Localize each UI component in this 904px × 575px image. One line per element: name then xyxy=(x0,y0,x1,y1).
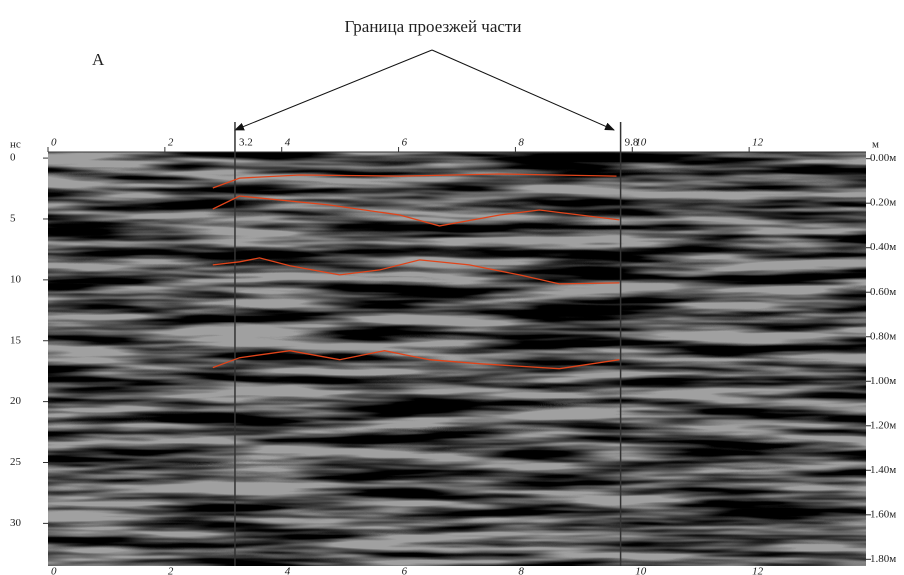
x-tick-label-bottom: 0 xyxy=(51,566,57,575)
y-axis-label: нс xyxy=(10,139,21,151)
x-tick-label: 6 xyxy=(402,137,408,149)
arrow xyxy=(235,50,432,130)
x-tick-label-bottom: 8 xyxy=(518,566,524,575)
y2-tick-label: 0.80м xyxy=(870,330,896,342)
y-tick-label: 30 xyxy=(10,517,22,529)
y2-tick-label: 1.00м xyxy=(870,375,896,387)
y-tick-label: 5 xyxy=(10,213,16,225)
y2-tick-label: 0.40м xyxy=(870,241,896,253)
x-tick-label-bottom: 10 xyxy=(635,566,647,575)
x-tick-label: 2 xyxy=(168,137,174,149)
x-tick-label: 12 xyxy=(752,137,764,149)
y-tick-label: 10 xyxy=(10,273,22,285)
y2-tick-label: 1.60м xyxy=(870,508,896,520)
y-tick-label: 20 xyxy=(10,395,22,407)
y2-tick-label: 1.80м xyxy=(870,553,896,565)
radargram xyxy=(48,152,866,566)
y2-axis-label: м xyxy=(872,139,879,151)
boundary-label: 3.2 xyxy=(239,137,253,149)
y2-tick-label: 0.60м xyxy=(870,286,896,298)
boundary-label: 9.8 xyxy=(625,137,639,149)
x-tick-label: 8 xyxy=(518,137,524,149)
x-tick-label-bottom: 12 xyxy=(752,566,764,575)
y2-tick-label: 1.20м xyxy=(870,419,896,431)
y-tick-label: 0 xyxy=(10,152,16,164)
x-tick-label-bottom: 2 xyxy=(168,566,174,575)
x-tick-label-bottom: 6 xyxy=(402,566,408,575)
y-tick-label: 25 xyxy=(10,456,22,468)
annotation-title: Граница проезжей части xyxy=(345,17,522,36)
x-tick-label: 0 xyxy=(51,137,57,149)
x-tick-label: 4 xyxy=(285,137,291,149)
y2-tick-label: 0.20м xyxy=(870,197,896,209)
y2-tick-label: 0.00м xyxy=(870,152,896,164)
y-tick-label: 15 xyxy=(10,334,22,346)
x-tick-label-bottom: 4 xyxy=(285,566,291,575)
arrow xyxy=(432,50,614,130)
figure: Граница проезжей части А нс м 0 0 2 2 4 4 6 6 8 8… xyxy=(0,0,904,575)
panel-label: А xyxy=(92,50,105,69)
y2-tick-label: 1.40м xyxy=(870,464,896,476)
